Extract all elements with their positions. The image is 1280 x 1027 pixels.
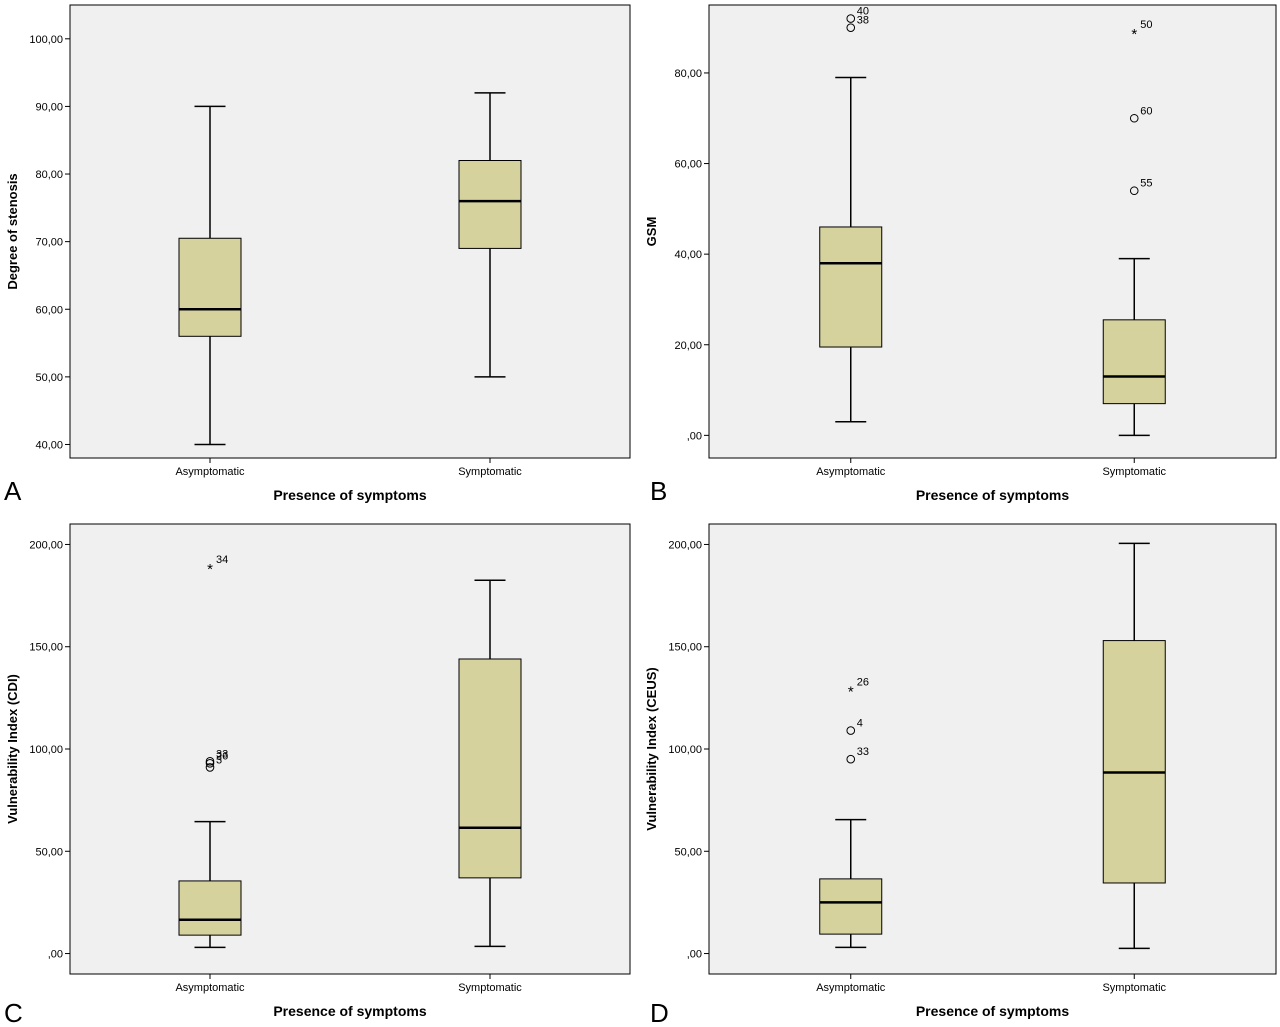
panel-letter: A [4,476,22,506]
x-tick-label: Symptomatic [1102,982,1166,994]
outlier-label: 3 [216,754,222,766]
x-axis-label: Presence of symptoms [916,1003,1069,1019]
panel-letter: D [650,998,669,1027]
y-tick-label: ,00 [687,430,702,442]
iqr-box [458,160,522,249]
y-axis-label: Vulnerability Index (CEUS) [644,667,659,831]
y-axis-label: Degree of stenosis [5,173,20,289]
outlier-label: 4 [857,718,863,730]
x-tick-label: Asymptomatic [175,982,245,994]
outlier-label: 34 [216,554,228,566]
extreme-outlier-marker: * [1131,26,1137,43]
outlier-label: 33 [857,746,869,758]
iqr-box [819,226,883,348]
panel-d: ,00 50,00 100,00 150,00 200,00 Vulnerability … [644,523,1277,1027]
y-tick-label: ,00 [48,949,63,961]
outlier-marker [205,759,215,768]
outlier-label: 38 [857,15,869,27]
x-tick-label: Symptomatic [458,466,522,478]
y-tick-label: 60,00 [674,159,702,171]
box-symptomatic [458,92,522,378]
extreme-outlier-marker: * [848,684,854,701]
outlier-marker [846,754,856,764]
panel-b: ,00 20,00 40,00 60,00 80,00 GSM Asymptomatic Sy… [644,4,1277,506]
outlier-label: 60 [1140,105,1152,117]
x-tick-label: Symptomatic [1102,466,1166,478]
x-tick-label: Asymptomatic [175,466,245,478]
box-symptomatic [458,579,522,948]
outlier-label: 26 [857,677,869,689]
outlier-label: 33 [216,748,228,760]
x-tick-label: Symptomatic [458,982,522,994]
outlier-marker [846,23,856,32]
y-tick-label: 20,00 [674,340,702,352]
y-axis-label: Vulnerability Index (CDI) [5,674,20,824]
y-tick-label: 200,00 [29,539,63,551]
x-tick-label: Asymptomatic [816,982,886,994]
y-tick-label: 100,00 [668,744,702,756]
outlier-marker [846,726,856,735]
y-tick-label: 100,00 [29,744,63,756]
box-asymptomatic: *26 4 33 [819,677,883,949]
iqr-box [819,878,883,935]
y-tick-label: 80,00 [35,169,63,181]
y-tick-label: 70,00 [35,237,63,249]
box-symptomatic [1102,542,1166,950]
outlier-label: 26 [216,750,228,762]
outlier-marker [846,14,856,23]
y-tick-label: 200,00 [668,539,702,551]
x-axis-label: Presence of symptoms [273,487,426,503]
y-tick-label: 150,00 [29,642,63,654]
outlier-marker [1129,186,1139,196]
iqr-box [178,880,242,936]
outlier-marker [1129,113,1139,123]
y-tick-label: 50,00 [35,372,63,384]
y-tick-label: 40,00 [674,249,702,261]
y-tick-label: 80,00 [674,68,702,80]
y-tick-label: 60,00 [35,304,63,316]
y-tick-label: 90,00 [35,101,63,113]
x-axis-label: Presence of symptoms [916,487,1069,503]
y-tick-label: 100,00 [29,34,63,46]
panel-letter: B [650,476,667,506]
y-tick-label: 40,00 [35,439,63,451]
outlier-label: 50 [1140,19,1152,31]
panel-c: ,00 50,00 100,00 150,00 200,00 Vulnerability … [4,523,631,1027]
y-tick-label: 50,00 [674,846,702,858]
box-symptomatic: *50 60 55 [1102,19,1166,437]
outlier-label: 40 [857,6,869,18]
iqr-box [1102,640,1166,884]
plot-area [708,523,1277,975]
extreme-outlier-marker: * [207,561,213,578]
x-axis-label: Presence of symptoms [273,1003,426,1019]
y-tick-label: ,00 [687,949,702,961]
iqr-box [178,237,242,337]
plot-area [69,523,631,975]
y-tick-label: 150,00 [668,642,702,654]
outlier-marker [205,756,215,766]
iqr-box [458,658,522,879]
plot-area [708,4,1277,459]
y-tick-label: 50,00 [35,846,63,858]
outlier-label: 55 [1140,178,1152,190]
panel-letter: C [4,998,23,1027]
box-asymptomatic [178,105,242,446]
x-tick-label: Asymptomatic [816,466,886,478]
plot-area [69,4,631,459]
panel-a: 40,00 50,00 60,00 70,00 80,00 90,00 100,00 Degr… [4,4,631,506]
y-axis-label: GSM [644,217,659,247]
outlier-marker [205,763,215,772]
iqr-box [1102,319,1166,405]
